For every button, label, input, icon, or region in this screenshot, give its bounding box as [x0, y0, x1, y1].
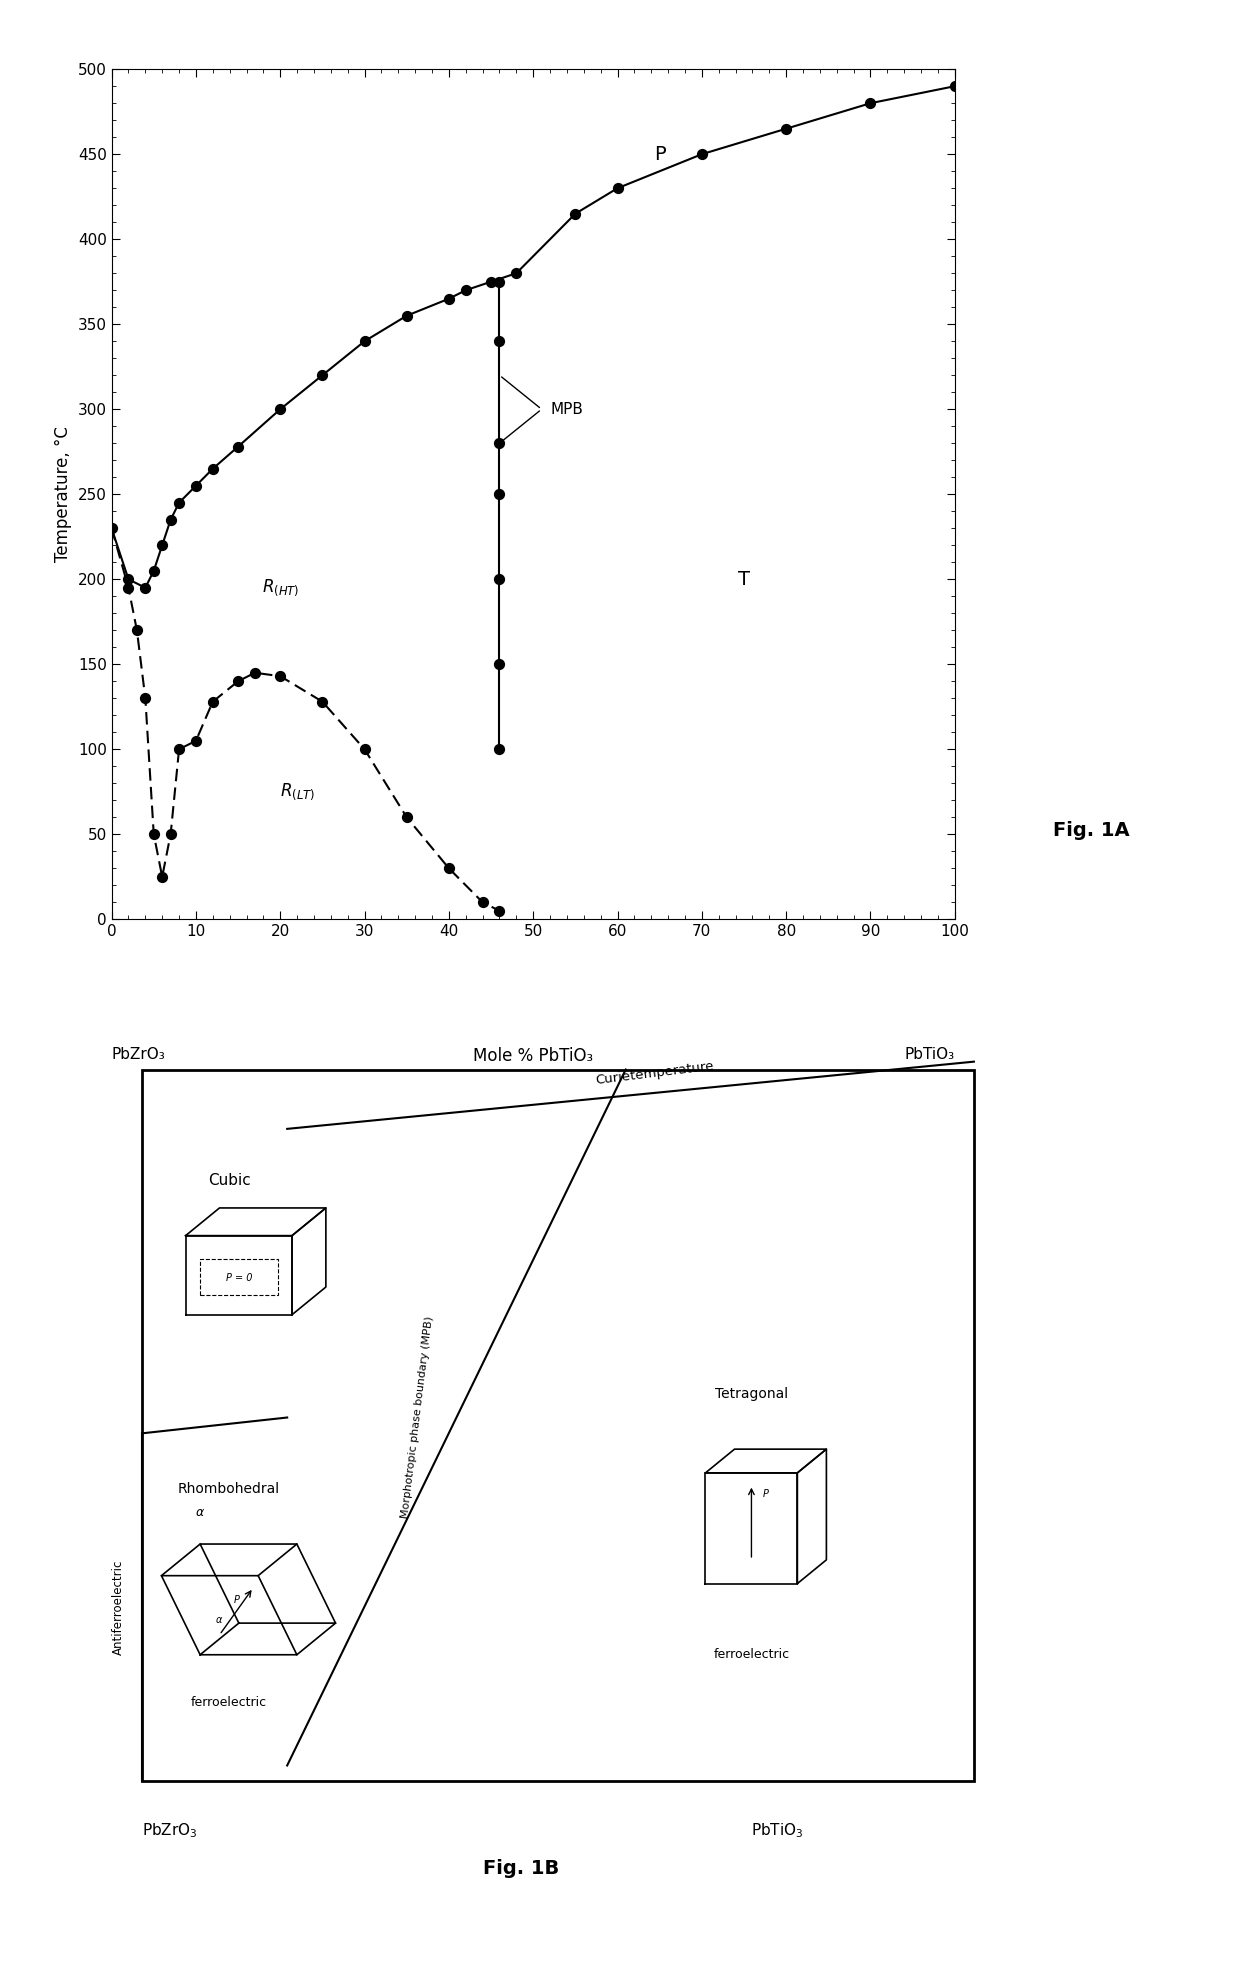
Point: [144, 818, 164, 850]
Point: [119, 563, 139, 595]
Text: ferroelectric: ferroelectric: [713, 1649, 790, 1661]
Text: PbTiO$_3$: PbTiO$_3$: [751, 1821, 804, 1839]
Point: [144, 556, 164, 587]
Text: $R_{(HT)}$: $R_{(HT)}$: [262, 577, 299, 599]
Text: $R_{(LT)}$: $R_{(LT)}$: [279, 781, 315, 803]
Bar: [143, 1070, 973, 1781]
Text: Curietemperature: Curietemperature: [595, 1060, 714, 1087]
Point: [490, 478, 510, 510]
Text: Morphotropic phase boundary (MPB): Morphotropic phase boundary (MPB): [401, 1317, 435, 1518]
Text: P: P: [763, 1489, 769, 1499]
Point: [692, 138, 712, 170]
Point: [355, 733, 374, 765]
Text: Rhombohedral: Rhombohedral: [179, 1481, 280, 1497]
Point: [506, 257, 526, 289]
Point: [397, 801, 417, 832]
Point: [312, 360, 332, 391]
Text: P = 0: P = 0: [226, 1273, 252, 1283]
Point: [490, 896, 510, 927]
Point: [490, 427, 510, 459]
Point: [186, 726, 206, 757]
Point: [565, 198, 585, 229]
Point: [126, 615, 146, 646]
Point: [135, 682, 155, 714]
Point: [490, 326, 510, 358]
Point: [270, 660, 290, 692]
Point: [481, 265, 501, 297]
Point: [355, 326, 374, 358]
Point: [861, 87, 880, 119]
Text: Mole % PbTiO₃: Mole % PbTiO₃: [474, 1046, 593, 1066]
Y-axis label: Temperature, °C: Temperature, °C: [55, 427, 72, 561]
Point: [169, 733, 188, 765]
Text: $\alpha$: $\alpha$: [215, 1615, 223, 1625]
Text: T: T: [738, 569, 750, 589]
Point: [490, 648, 510, 680]
Point: [490, 733, 510, 765]
Point: [945, 71, 965, 103]
Point: [246, 656, 265, 688]
Text: $\alpha$: $\alpha$: [195, 1506, 205, 1518]
Point: [397, 301, 417, 332]
Point: [270, 393, 290, 425]
Text: P: P: [653, 144, 666, 164]
Text: Fig. 1A: Fig. 1A: [1053, 820, 1130, 840]
Point: [456, 275, 476, 306]
Point: [203, 453, 223, 484]
Text: PbZrO₃: PbZrO₃: [112, 1046, 165, 1062]
Point: [153, 860, 172, 892]
Point: [203, 686, 223, 718]
Text: Fig. 1B: Fig. 1B: [482, 1858, 559, 1878]
Point: [776, 113, 796, 144]
Text: PbZrO$_3$: PbZrO$_3$: [143, 1821, 197, 1839]
Text: Cubic: Cubic: [208, 1172, 250, 1188]
Text: MPB: MPB: [551, 401, 583, 417]
Text: ferroelectric: ferroelectric: [191, 1696, 267, 1708]
Point: [135, 571, 155, 603]
Point: [439, 283, 459, 314]
Text: Antiferroelectric: Antiferroelectric: [112, 1560, 124, 1655]
Point: [186, 471, 206, 502]
Text: PbTiO₃: PbTiO₃: [905, 1046, 955, 1062]
Point: [490, 563, 510, 595]
Point: [228, 431, 248, 463]
Text: Tetragonal: Tetragonal: [715, 1386, 787, 1402]
Text: P: P: [234, 1595, 239, 1605]
Point: [608, 172, 627, 204]
Point: [490, 265, 510, 297]
Bar: [200, 1259, 278, 1295]
Point: [169, 486, 188, 518]
Point: [161, 818, 181, 850]
Point: [472, 886, 492, 917]
Point: [312, 686, 332, 718]
Point: [102, 512, 122, 544]
Point: [161, 504, 181, 536]
Point: [439, 852, 459, 884]
Point: [228, 666, 248, 698]
Point: [153, 530, 172, 561]
Point: [119, 571, 139, 603]
